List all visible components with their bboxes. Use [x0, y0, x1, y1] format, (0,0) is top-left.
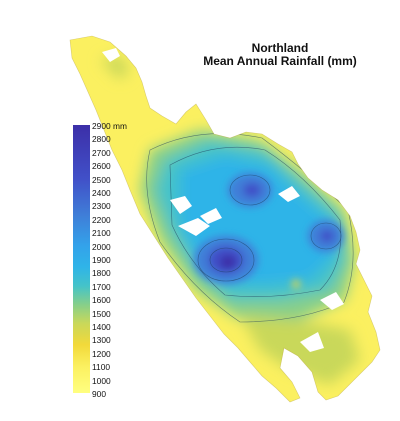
legend-tick: 1100 — [92, 362, 111, 373]
legend-tick: 2400 — [92, 188, 111, 198]
legend-tick: 900 — [92, 389, 106, 399]
legend-tick: 2200 — [92, 214, 111, 225]
harbours — [102, 48, 344, 352]
legend-tick: 2500 — [92, 174, 111, 185]
legend-tick: 1600 — [92, 295, 111, 306]
legend-tick: 1900 — [92, 255, 111, 265]
legend-tick: 1000 — [92, 375, 111, 386]
legend-tick: 1700 — [92, 281, 111, 292]
legend-tick: 1800 — [92, 268, 111, 279]
legend-colorbar — [73, 125, 90, 393]
legend-tick: 2600 — [92, 161, 111, 172]
legend-tick: 2900 mm — [92, 121, 127, 131]
map-title: Northland Mean Annual Rainfall (mm) — [200, 42, 360, 68]
legend-tick: 2000 — [92, 241, 111, 252]
legend-tick: 2300 — [92, 201, 111, 212]
title-line-1: Northland — [251, 41, 309, 55]
title-line-2: Mean Annual Rainfall (mm) — [203, 54, 357, 68]
legend-tick: 1300 — [92, 335, 111, 346]
legend-tick: 1200 — [92, 348, 111, 359]
legend-tick: 1500 — [92, 308, 111, 319]
legend-tick: 2700 — [92, 147, 111, 158]
legend-tick: 1400 — [92, 322, 111, 332]
legend-tick: 2100 — [92, 228, 111, 239]
legend-tick: 2800 — [92, 134, 111, 145]
